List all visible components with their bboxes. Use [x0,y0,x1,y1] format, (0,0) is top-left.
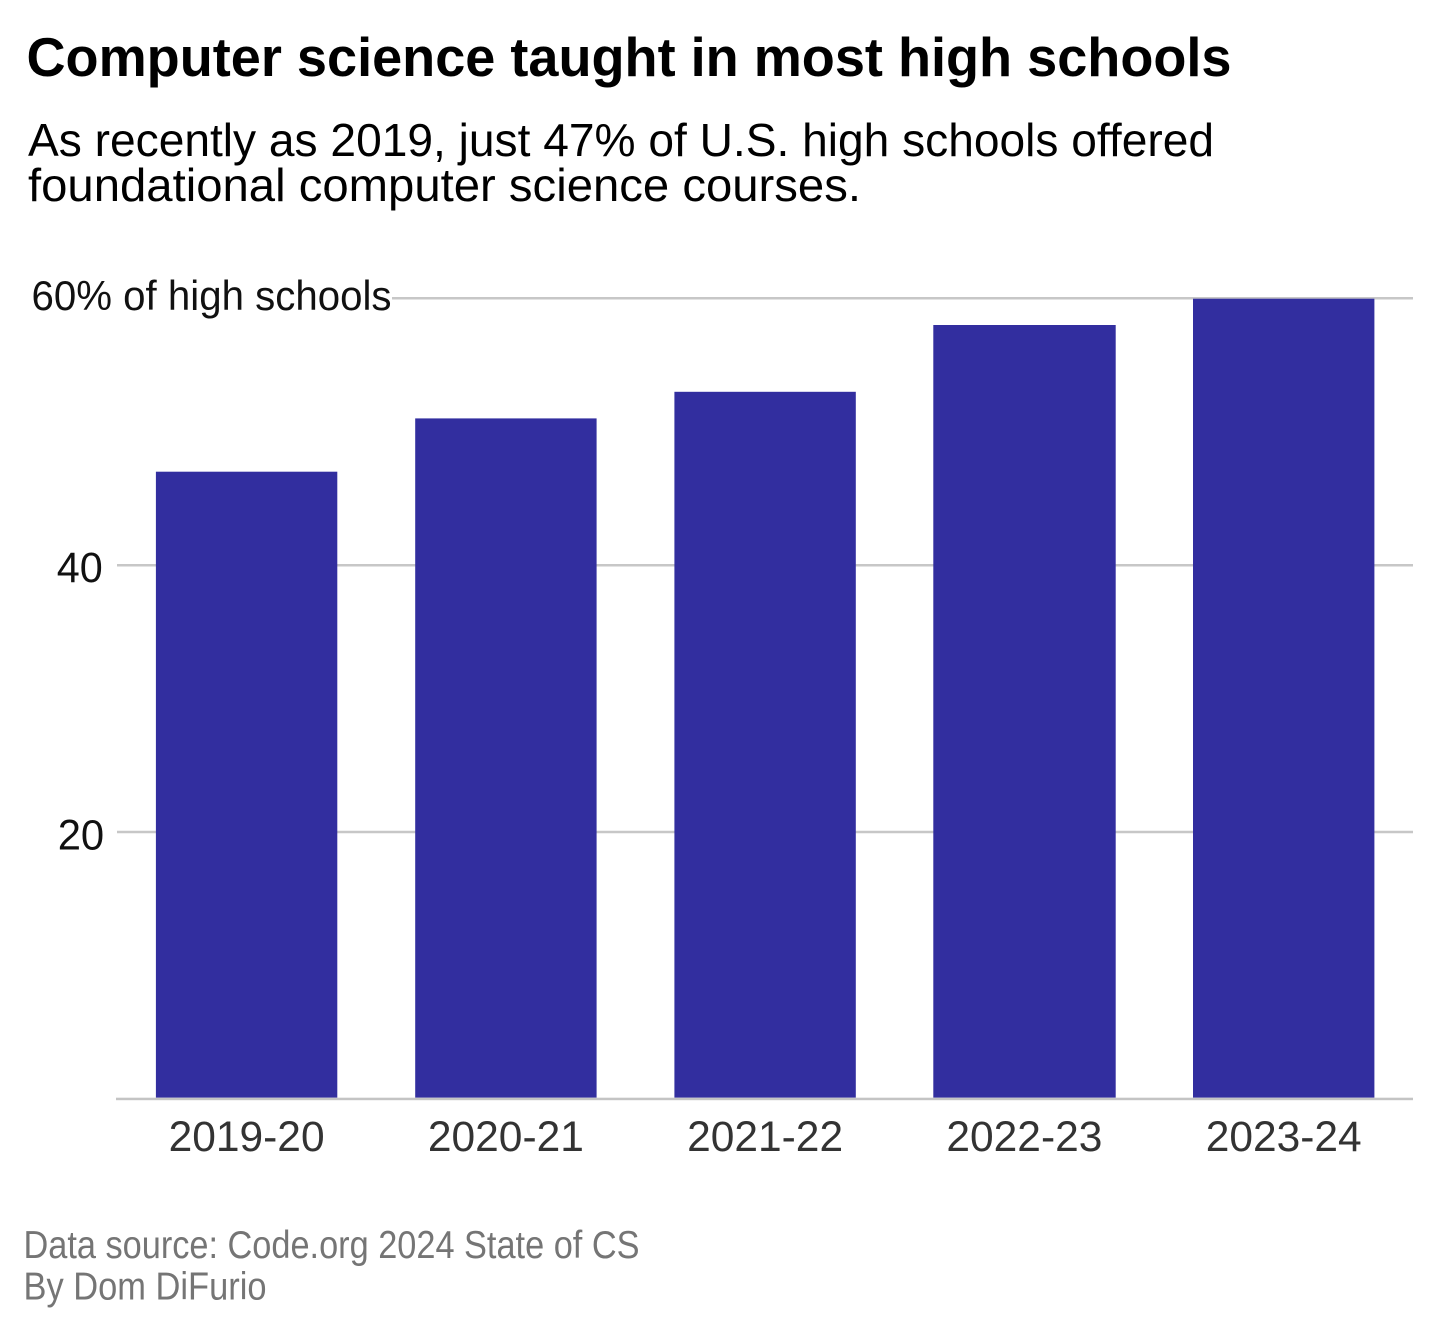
svg-text:As recently as 2019, just 47%: As recently as 2019, just 47% of U.S. hi… [28,114,1214,166]
svg-text:2023-24: 2023-24 [1206,1113,1362,1161]
svg-text:20: 20 [58,811,105,859]
svg-text:foundational computer science: foundational computer science courses. [28,159,861,211]
svg-text:2022-23: 2022-23 [946,1113,1102,1161]
svg-text:2019-20: 2019-20 [169,1113,325,1161]
svg-text:40: 40 [57,544,103,592]
svg-text:60% of high schools: 60% of high schools [32,272,392,319]
svg-text:2021-22: 2021-22 [687,1113,843,1161]
svg-text:Data source: Code.org 2024 Sta: Data source: Code.org 2024 State of CS [24,1224,640,1267]
svg-text:By Dom DiFurio: By Dom DiFurio [24,1265,267,1308]
svg-text:Computer science taught in mos: Computer science taught in most high sch… [27,26,1232,88]
svg-text:2020-21: 2020-21 [428,1113,584,1161]
